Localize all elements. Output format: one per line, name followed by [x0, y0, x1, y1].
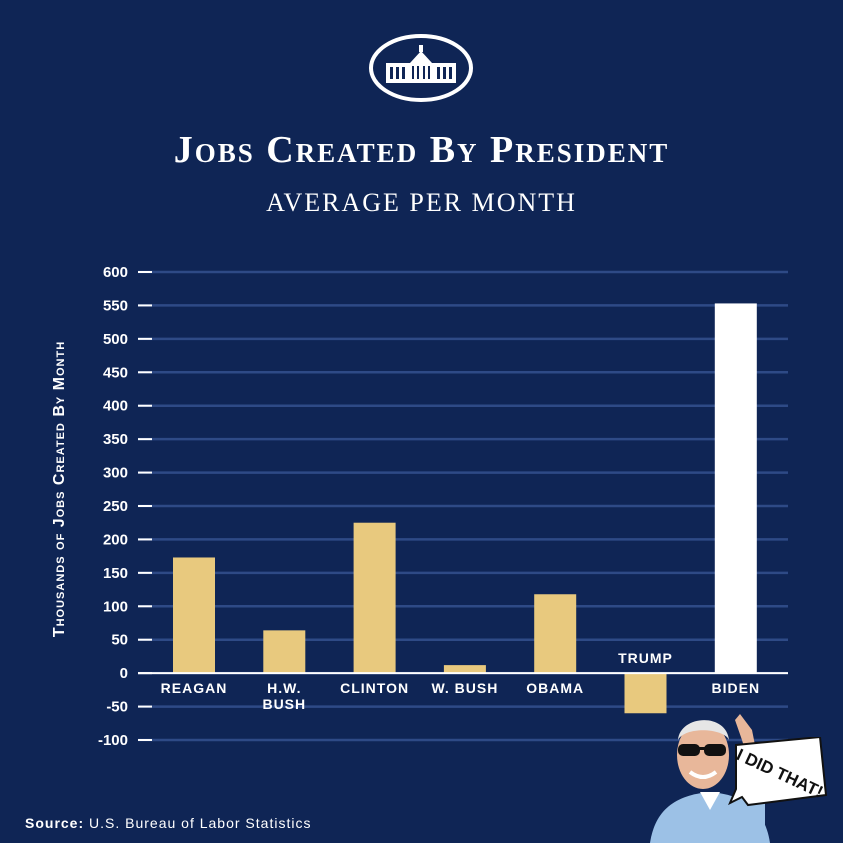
- category-label: CLINTON: [340, 680, 409, 696]
- source-label: Source:: [25, 815, 85, 831]
- category-label: BIDEN: [712, 680, 761, 696]
- bar-clinton: [353, 522, 396, 674]
- bar-reagan: [173, 557, 215, 674]
- source-text: U.S. Bureau of Labor Statistics: [89, 815, 312, 831]
- y-axis-label: Thousands of Jobs Created By Month: [51, 340, 68, 638]
- y-tick-label: 0: [120, 665, 128, 682]
- source-note: Source: U.S. Bureau of Labor Statistics: [25, 815, 311, 831]
- y-tick-label: 200: [103, 531, 128, 548]
- y-tick-label: 100: [103, 598, 128, 615]
- bar-obama: [534, 594, 577, 674]
- category-labels: REAGAN H.W. BUSH CLINTON W. BUSH OBAMA TRUMP BI…: [161, 650, 761, 712]
- bar-h-w-bush: [263, 630, 306, 674]
- white-house-emblem-icon: [369, 34, 473, 102]
- bar-biden: [714, 303, 757, 674]
- y-tick-label: 50: [111, 632, 128, 649]
- president-photo-illustration: [650, 714, 770, 843]
- y-tick-label: -50: [106, 699, 128, 716]
- y-tick-label: 500: [103, 331, 128, 348]
- chart-subtitle: AVERAGE PER MONTH: [266, 188, 577, 217]
- y-tick-label: 600: [103, 264, 128, 281]
- bar-trump: [624, 673, 667, 714]
- y-tick-label: 150: [103, 565, 128, 582]
- y-tick-label: 550: [103, 297, 128, 314]
- category-label: REAGAN: [161, 680, 228, 696]
- y-tick-labels: 600550500450400350300250200150100500-50-…: [98, 264, 128, 749]
- category-label: W. BUSH: [431, 680, 498, 696]
- chart-title: Jobs Created By President: [173, 129, 670, 171]
- bars: [173, 303, 757, 714]
- y-tick-label: 300: [103, 465, 128, 482]
- category-label: OBAMA: [526, 680, 584, 696]
- y-tick-label: 400: [103, 398, 128, 415]
- y-tick-label: 350: [103, 431, 128, 448]
- y-tick-label: 250: [103, 498, 128, 515]
- bar-w-bush: [443, 665, 486, 674]
- category-label: H.W. BUSH: [262, 680, 306, 712]
- category-label: TRUMP: [618, 650, 673, 666]
- y-tick-label: 450: [103, 364, 128, 381]
- speech-bubble: I DID THAT!: [728, 737, 828, 807]
- y-tick-label: -100: [98, 732, 128, 749]
